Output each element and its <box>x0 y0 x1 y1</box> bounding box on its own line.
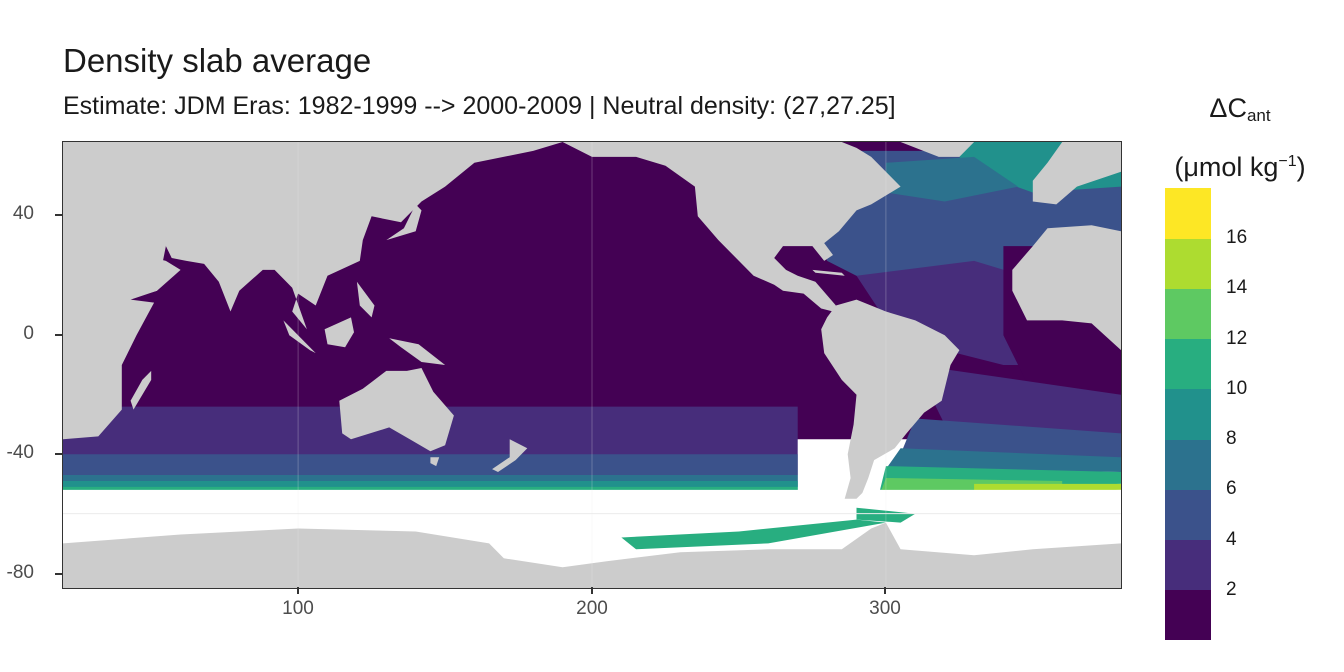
y-tick-minus80: -80 <box>6 562 34 583</box>
legend-label: 8 <box>1226 428 1237 450</box>
legend-label: 12 <box>1226 327 1248 349</box>
land-new-guinea <box>389 338 446 365</box>
legend-symbol: ΔC <box>1209 93 1247 123</box>
land-arabia <box>107 246 181 297</box>
legend-bin <box>1165 539 1211 591</box>
legend-label: 10 <box>1226 377 1248 399</box>
ross-sea-zone <box>621 519 886 550</box>
y-tickmark <box>55 334 62 336</box>
north-atlantic-6-8 <box>885 156 1019 202</box>
legend-label: 4 <box>1226 528 1237 550</box>
land-north-america <box>562 142 901 312</box>
legend-label: 16 <box>1226 227 1248 249</box>
land-tasmania <box>430 457 440 467</box>
atlantic-south-6-8 <box>885 448 1121 472</box>
legend-label: 14 <box>1226 277 1248 299</box>
legend-colorbar <box>1165 188 1211 641</box>
legend-bin <box>1165 238 1211 289</box>
land-japan <box>386 204 422 241</box>
legend-bin <box>1165 489 1211 541</box>
land-africa-east-wrap <box>1012 225 1121 351</box>
x-tickmark <box>884 587 886 594</box>
land-cuba <box>812 269 845 276</box>
y-tickmark <box>55 573 62 575</box>
legend-bin <box>1165 188 1211 239</box>
legend-bin <box>1165 589 1211 641</box>
land-new-zealand <box>492 439 528 472</box>
x-tickmark <box>297 587 299 594</box>
atlantic-south-4-6 <box>900 418 1121 461</box>
land-europe-wrap <box>1032 142 1121 205</box>
land-eurasia <box>165 142 563 330</box>
x-tick-300: 300 <box>869 598 901 619</box>
legend-subscript: ant <box>1246 106 1271 125</box>
legend-bin <box>1165 288 1211 340</box>
legend-title: ΔCant (μmol kg−1) <box>1165 85 1315 190</box>
chart-subtitle: Estimate: JDM Eras: 1982-1999 --> 2000-2… <box>63 92 896 120</box>
legend-bin <box>1165 338 1211 390</box>
chart-title: Density slab average <box>63 42 372 79</box>
y-tick-0: 0 <box>23 323 34 344</box>
land-africa-west <box>63 142 181 440</box>
land-madagascar <box>130 370 152 410</box>
legend-unit-suffix: ) <box>1296 152 1306 182</box>
land-antarctica <box>63 522 1121 588</box>
land-south-america <box>821 299 960 499</box>
map-canvas <box>63 142 1121 588</box>
land-borneo <box>324 317 354 348</box>
land-australia <box>339 368 454 452</box>
x-tick-100: 100 <box>282 598 314 619</box>
land-greenland <box>900 142 975 157</box>
map-panel <box>62 141 1122 589</box>
legend-label: 2 <box>1226 578 1237 600</box>
y-tick-minus40: -40 <box>6 442 34 463</box>
y-tickmark <box>55 453 62 455</box>
x-tick-200: 200 <box>576 598 608 619</box>
legend-bin <box>1165 439 1211 490</box>
weddell-zone <box>856 507 916 523</box>
legend-bin <box>1165 388 1211 440</box>
y-tickmark <box>55 214 62 216</box>
x-tickmark <box>591 587 593 594</box>
atlantic-south-2-4 <box>915 365 1121 440</box>
legend-unit-prefix: (μmol kg <box>1174 152 1279 182</box>
y-tick-40: 40 <box>12 203 34 224</box>
legend-unit-exp: −1 <box>1278 153 1297 170</box>
land-philippines <box>356 281 375 318</box>
legend-label: 6 <box>1226 478 1237 500</box>
